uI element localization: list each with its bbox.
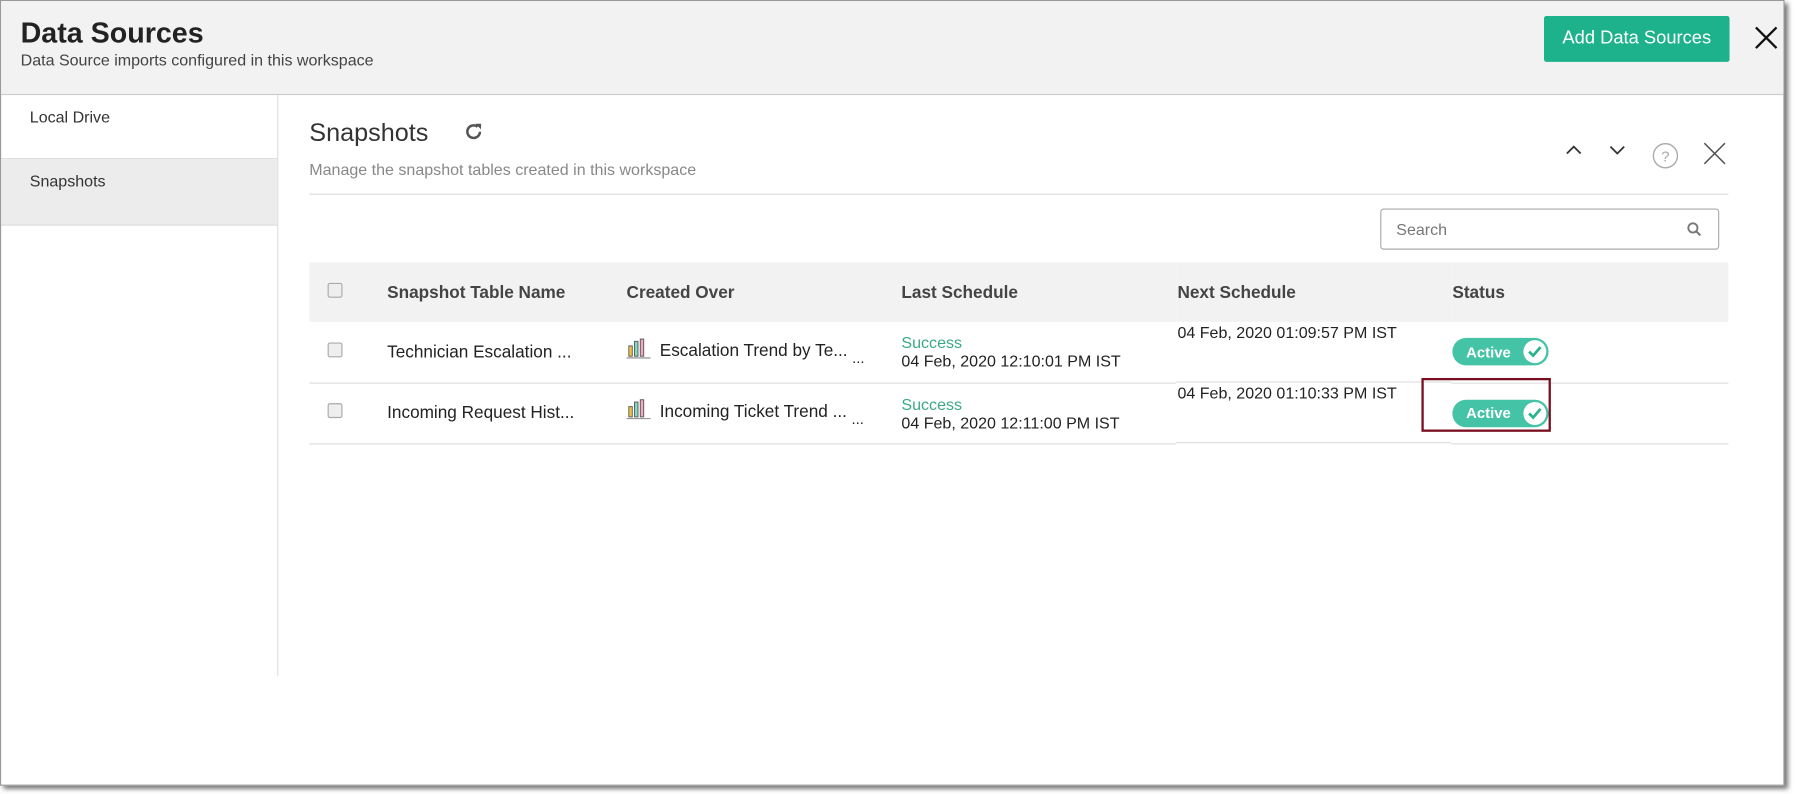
last-schedule-status: Success (901, 333, 963, 352)
page-description: Manage the snapshot tables created in th… (309, 160, 697, 179)
table-header: Snapshot Table Name Created Over Last Sc… (309, 262, 1729, 322)
status-toggle[interactable]: Active (1452, 399, 1549, 427)
chart-icon (626, 399, 651, 420)
snapshot-name[interactable]: Technician Escalation ... (385, 321, 626, 384)
last-schedule-time: 04 Feb, 2020 12:11:00 PM IST (901, 412, 1120, 432)
table-row: Technician Escalation ... Escalation Tre… (309, 321, 1729, 384)
sidebar-item-local-drive[interactable]: Local Drive (1, 95, 278, 160)
sidebar: Local Drive Snapshots (1, 95, 279, 676)
status-label: Active (1466, 404, 1511, 422)
search-icon[interactable] (1686, 221, 1702, 237)
dialog-title: Data Sources (20, 17, 204, 50)
status-label: Active (1466, 343, 1511, 361)
add-data-sources-button[interactable]: Add Data Sources (1543, 16, 1730, 62)
column-header-name[interactable]: Snapshot Table Name (385, 262, 626, 322)
page-title: Snapshots (309, 117, 429, 147)
select-all-checkbox[interactable] (327, 282, 343, 298)
last-schedule-time: 04 Feb, 2020 12:10:01 PM IST (901, 351, 1121, 371)
more-ellipsis[interactable]: ... (851, 410, 864, 428)
dialog-subtitle: Data Source imports configured in this w… (20, 50, 374, 69)
search-box[interactable] (1380, 208, 1720, 250)
svg-text:?: ? (1661, 150, 1669, 166)
snapshots-table: Snapshot Table Name Created Over Last Sc… (309, 262, 1729, 444)
dialog-header: Data Sources Data Source imports configu… (1, 1, 1784, 96)
column-header-status[interactable]: Status (1451, 262, 1729, 322)
help-icon[interactable]: ? (1652, 142, 1679, 169)
search-input[interactable] (1393, 218, 1674, 240)
row-checkbox[interactable] (327, 342, 343, 358)
more-ellipsis[interactable]: ... (852, 349, 865, 367)
chart-icon (626, 338, 651, 359)
refresh-icon[interactable] (463, 120, 486, 143)
snapshot-name[interactable]: Incoming Request Hist... (385, 382, 626, 444)
next-schedule-time: 04 Feb, 2020 01:10:33 PM IST (1176, 383, 1452, 444)
created-over-link[interactable]: Escalation Trend by Te... (659, 341, 848, 361)
column-header-next-schedule[interactable]: Next Schedule (1176, 262, 1452, 322)
check-icon (1523, 401, 1547, 425)
check-icon (1523, 340, 1547, 364)
close-panel-icon[interactable] (1702, 141, 1727, 166)
last-schedule-status: Success (901, 394, 963, 413)
chevron-up-icon[interactable] (1565, 141, 1583, 159)
divider (309, 193, 1729, 195)
sidebar-item-snapshots[interactable]: Snapshots (1, 159, 278, 226)
status-toggle[interactable]: Active (1452, 338, 1549, 366)
next-schedule-time: 04 Feb, 2020 01:09:57 PM IST (1176, 322, 1452, 383)
table-row: Incoming Request Hist... Incoming Ticket… (309, 382, 1729, 444)
close-dialog-icon[interactable] (1750, 22, 1782, 54)
row-checkbox[interactable] (327, 403, 343, 419)
column-header-last-schedule[interactable]: Last Schedule (900, 262, 1177, 322)
column-header-created-over[interactable]: Created Over (625, 262, 901, 322)
highlight-box (1421, 377, 1551, 432)
chevron-down-icon[interactable] (1608, 141, 1626, 159)
created-over-link[interactable]: Incoming Ticket Trend ... (659, 402, 847, 422)
